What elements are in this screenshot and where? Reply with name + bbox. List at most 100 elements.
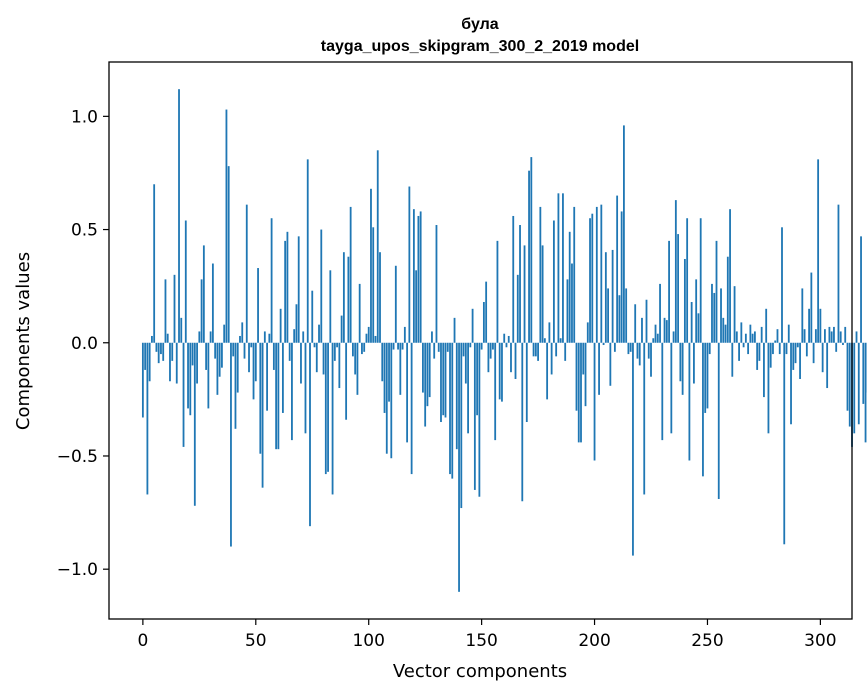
bar-component-258	[724, 324, 727, 343]
bar-component-277	[767, 342, 770, 434]
bar-component-290	[796, 342, 799, 348]
bar-component-105	[379, 252, 381, 343]
bar-component-131	[437, 342, 440, 352]
bar-component-35	[221, 342, 223, 368]
bar-component-84	[331, 342, 334, 495]
bar-component-182	[552, 220, 555, 343]
bar-component-144	[467, 342, 469, 434]
x-tick-label: 50	[245, 631, 267, 651]
bar-component-92	[349, 206, 352, 343]
bar-component-46	[245, 204, 248, 343]
bar-component-6	[155, 342, 158, 352]
bar-component-103	[374, 335, 377, 343]
bar-component-192	[575, 342, 578, 411]
bar-component-59	[275, 342, 278, 450]
bar-component-116	[403, 326, 406, 343]
bar-component-132	[440, 342, 442, 423]
bar-component-14	[173, 274, 176, 343]
bar-component-97	[361, 342, 363, 355]
bar-component-216	[629, 342, 632, 352]
bar-component-254	[715, 240, 718, 343]
bar-component-243	[690, 302, 693, 343]
bar-component-209	[613, 342, 616, 352]
bar-component-299	[817, 159, 820, 343]
y-tick-label: 1.0	[71, 107, 98, 127]
bar-component-244	[693, 342, 695, 384]
bar-component-70	[300, 342, 302, 384]
bar-component-4	[151, 335, 153, 343]
bar-component-15	[175, 342, 178, 384]
bar-component-266	[742, 342, 745, 348]
x-axis: 0 50 100 150 200 250 300	[137, 619, 837, 651]
bar-component-227	[654, 324, 657, 343]
bar-component-195	[582, 342, 585, 375]
bar-component-62	[281, 342, 284, 413]
bar-component-27	[202, 245, 205, 343]
bar-component-289	[794, 342, 797, 364]
bar-component-32	[214, 342, 217, 359]
bar-component-222	[643, 342, 646, 495]
bar-component-229	[659, 283, 661, 343]
bar-component-10	[164, 279, 167, 343]
bar-component-292	[801, 288, 804, 343]
bar-component-20	[187, 342, 189, 409]
bar-component-203	[600, 204, 603, 343]
x-tick-label: 300	[804, 631, 836, 651]
bar-component-246	[697, 313, 700, 343]
x-tick-label: 150	[465, 631, 497, 651]
bar-component-98	[363, 342, 366, 352]
bar-component-68	[295, 304, 298, 343]
bar-component-125	[424, 342, 427, 427]
x-axis-label: Vector components	[393, 661, 567, 682]
bar-component-67	[293, 329, 296, 343]
bar-component-83	[329, 270, 332, 343]
bar-component-107	[383, 342, 386, 413]
y-tick-label: −1.0	[57, 560, 98, 580]
bar-component-52	[259, 342, 262, 454]
bar-component-202	[598, 342, 600, 395]
bar-component-178	[543, 338, 546, 343]
bar-component-26	[200, 279, 203, 343]
bar-component-221	[641, 317, 643, 343]
bar-component-223	[645, 299, 648, 343]
bar-component-137	[451, 342, 454, 479]
bar-component-177	[541, 245, 544, 343]
bar-component-218	[634, 304, 637, 343]
chart-title: була	[461, 16, 499, 33]
bar-component-303	[826, 342, 829, 389]
bar-component-232	[665, 320, 668, 343]
bar-component-152	[485, 281, 488, 343]
bar-component-225	[650, 342, 652, 377]
bar-component-256	[720, 288, 722, 343]
bar-component-50	[254, 342, 257, 382]
bar-component-90	[345, 342, 348, 420]
bar-component-22	[191, 342, 194, 366]
bar-component-285	[785, 342, 788, 355]
bar-component-304	[828, 326, 831, 343]
bar-component-257	[722, 317, 725, 343]
bar-component-295	[808, 308, 810, 343]
bar-component-180	[548, 322, 551, 343]
bar-component-309	[839, 331, 842, 343]
bar-component-94	[354, 342, 357, 375]
bar-component-86	[336, 342, 338, 348]
bar-component-21	[189, 342, 192, 416]
bar-component-262	[733, 286, 736, 343]
bar-component-133	[442, 342, 445, 416]
plot-frame	[108, 61, 853, 620]
bar-component-104	[376, 150, 379, 343]
bar-component-102	[372, 227, 375, 343]
bar-component-169	[523, 245, 526, 343]
bar-component-279	[772, 342, 774, 355]
bar-component-89	[342, 252, 345, 343]
bar-component-198	[589, 218, 591, 343]
bar-component-210	[616, 195, 619, 343]
bar-component-155	[492, 342, 494, 350]
bar-component-18	[182, 342, 185, 447]
bar-component-87	[338, 342, 341, 389]
bar-component-268	[747, 342, 750, 355]
bar-component-53	[261, 342, 264, 488]
bar-component-25	[198, 331, 201, 343]
bar-component-294	[805, 342, 808, 357]
bar-component-51	[257, 268, 259, 343]
